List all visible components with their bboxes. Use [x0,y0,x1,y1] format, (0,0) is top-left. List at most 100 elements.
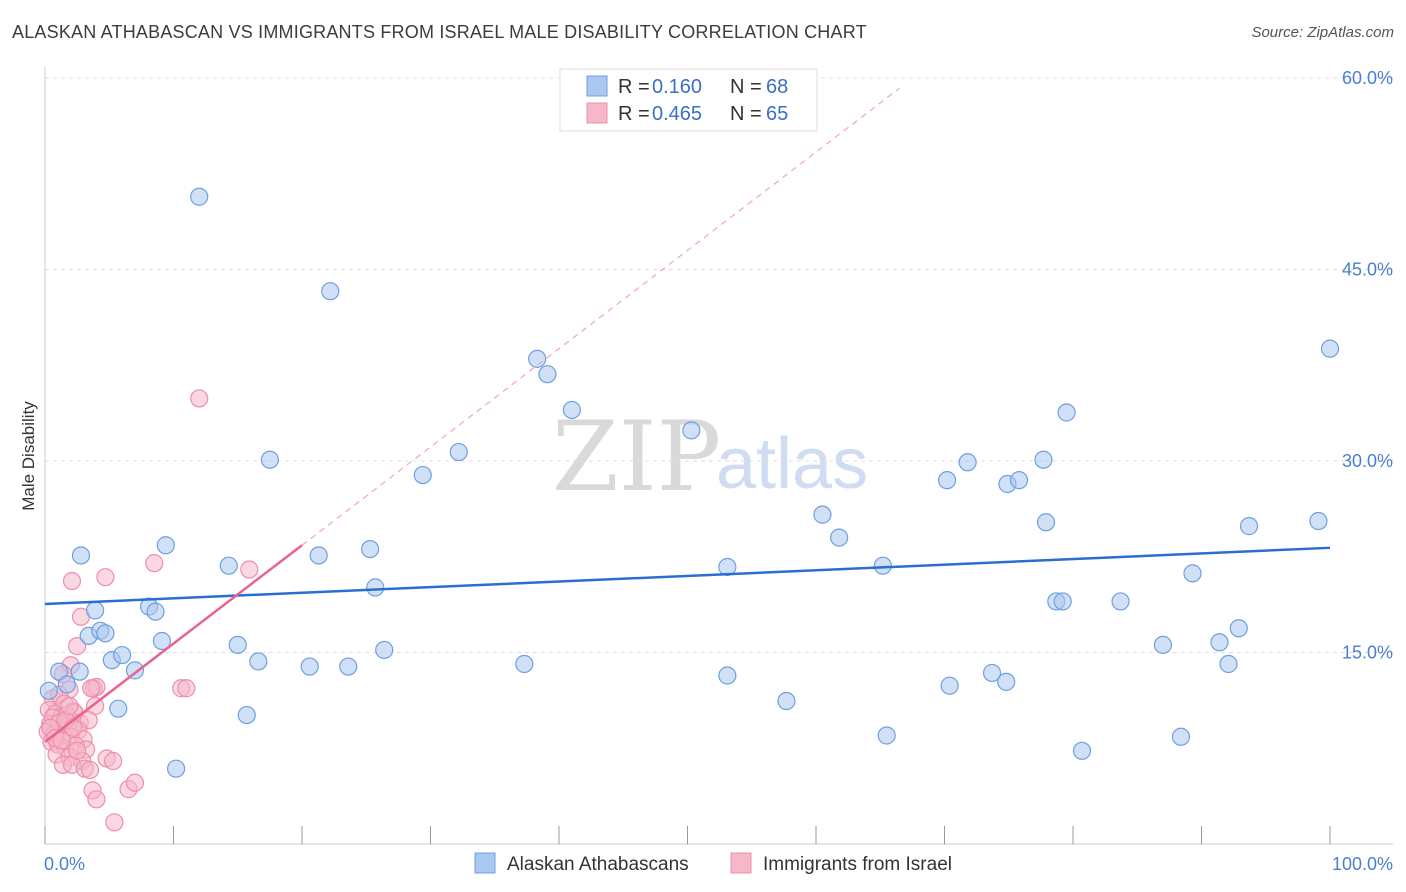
athabascan-point [70,662,89,681]
athabascan-point [361,539,380,559]
israel-point [52,731,71,750]
bottom-legend-swatch-pink [730,852,752,874]
israel-trend-extension [301,87,900,546]
legend-r-label-1: R = [618,76,650,98]
athabascan-point [109,699,128,718]
athabascan-point [1057,403,1076,422]
bottom-legend-label-pink: Immigrants from Israel [763,854,952,875]
athabascan-point [366,578,385,597]
source-label: Source: ZipAtlas.com [1251,24,1394,41]
athabascan-point [1320,339,1340,358]
athabascan-point [1183,564,1202,583]
athabascan-point [413,465,432,485]
athabascan-point [300,657,319,676]
israel-point [87,790,106,809]
y-tick-label: 30.0% [1342,451,1393,471]
athabascan-point [1111,592,1130,611]
israel-point [68,741,87,760]
israel-point [240,560,259,579]
athabascan-points [39,187,1340,778]
athabascan-point [997,672,1016,691]
athabascan-point [237,705,256,725]
legend-n-label-1: N = [730,76,762,98]
athabascan-point [339,657,358,676]
bottom-legend-label-blue: Alaskan Athabascans [507,854,689,875]
y-tick-labels: 15.0% 30.0% 45.0% 60.0% [1342,68,1393,663]
x-ticks [44,826,1331,844]
athabascan-point [940,676,959,695]
israel-point [62,571,82,591]
x-tick-labels: 0.0% 100.0% [44,854,1393,874]
athabascan-point [1153,635,1173,654]
athabascan-point [449,442,468,462]
athabascan-point [830,528,849,547]
athabascan-point [1072,741,1092,760]
athabascan-point [152,631,172,651]
athabascan-point [112,645,132,665]
athabascan-point [873,556,892,575]
y-axis-label: Male Disability [19,401,38,511]
athabascan-point [982,663,1002,683]
athabascan-point [813,505,832,524]
athabascan-point [1171,727,1191,746]
athabascan-point [228,635,247,654]
athabascan-point [1210,633,1229,652]
athabascan-point [718,557,737,577]
athabascan-point [260,450,279,469]
y-tick-label: 15.0% [1342,643,1393,663]
israel-point [125,773,145,792]
athabascan-point [1219,654,1238,674]
bottom-legend: Alaskan Athabascans Immigrants from Isra… [474,852,952,875]
israel-point [82,679,101,698]
athabascan-point [1034,450,1053,469]
athabascan-point [528,349,547,368]
athabascan-point [937,471,957,490]
legend: R = 0.160 N = 68 R = 0.465 N = 65 [559,68,818,132]
israel-point [60,697,79,716]
israel-point [96,568,115,587]
watermark-zip: ZIP [552,401,721,513]
athabascan-point [156,536,175,555]
israel-point [145,554,164,573]
athabascan-trend-line [44,546,1331,606]
chart-title: ALASKAN ATHABASCAN VS IMMIGRANTS FROM IS… [12,22,867,42]
x-tick-label-max: 100.0% [1332,854,1393,874]
athabascan-point [777,691,796,711]
athabascan-point [682,421,701,440]
athabascan-point [39,681,58,700]
athabascan-point [1239,517,1259,536]
legend-r-value-2: 0.465 [652,103,702,125]
legend-swatch-blue [586,75,608,97]
athabascan-point [375,640,394,660]
israel-point [177,679,196,698]
trend-lines [44,87,1331,743]
athabascan-point [86,601,105,620]
athabascan-point [1009,471,1029,490]
athabascan-point [219,556,238,575]
y-tick-label: 45.0% [1342,260,1393,280]
athabascan-point [166,759,186,778]
watermark-atlas: atlas [716,424,868,504]
athabascan-point [958,453,977,472]
athabascan-point [309,546,328,565]
athabascan-point [321,282,340,301]
athabascan-point [1309,511,1328,531]
athabascan-point [1229,619,1248,638]
athabascan-point [562,400,581,420]
x-tick-label-min: 0.0% [44,854,85,874]
legend-n-value-1: 68 [766,76,788,98]
athabascan-point [125,661,145,680]
israel-point [80,760,100,780]
legend-swatch-pink [586,102,608,124]
israel-point [104,751,123,771]
legend-n-value-2: 65 [766,103,788,125]
legend-r-value-1: 0.160 [652,76,702,98]
legend-n-label-2: N = [730,103,762,125]
y-tick-label: 60.0% [1342,68,1393,88]
athabascan-point [57,675,76,694]
athabascan-point [718,666,737,685]
athabascan-point [877,726,896,745]
athabascan-point [71,546,91,565]
israel-point [68,637,87,656]
